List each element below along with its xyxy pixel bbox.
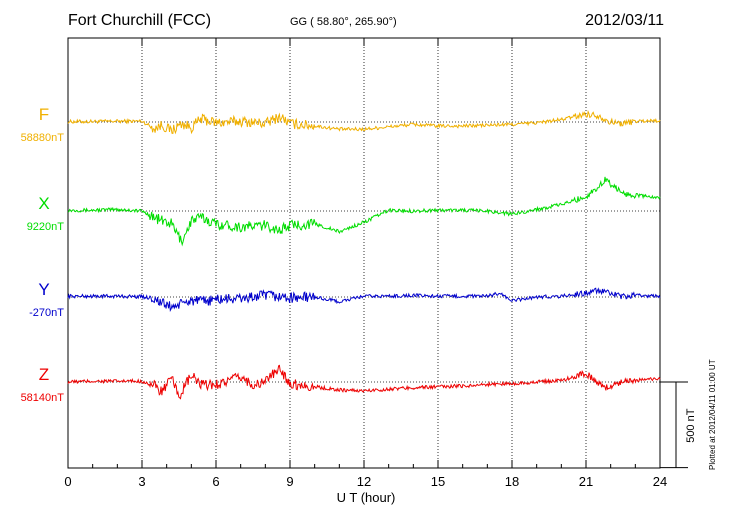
grid-lines	[141, 38, 587, 468]
component-baseline-X: 9220nT	[27, 221, 65, 233]
series-line-X	[67, 176, 661, 247]
station-coordinates: GG ( 58.80°, 265.90°)	[290, 16, 397, 28]
series-line-Z	[67, 364, 661, 400]
component-baseline-Z: 58140nT	[21, 392, 65, 404]
x-tick-label-15: 15	[431, 474, 445, 489]
component-baseline-F: 58880nT	[21, 132, 65, 144]
x-tick-label-18: 18	[505, 474, 519, 489]
series-line-Y	[67, 287, 661, 312]
x-tick-label-24: 24	[653, 474, 667, 489]
component-name-Z: Z	[39, 365, 49, 384]
x-tick-label-9: 9	[286, 474, 293, 489]
series-line-F	[67, 109, 661, 135]
x-tick-label-12: 12	[357, 474, 371, 489]
component-name-X: X	[38, 194, 49, 213]
x-tick-label-3: 3	[138, 474, 145, 489]
component-labels: F 58880nT X 9220nT Y -270nT Z 58140nT	[21, 105, 65, 404]
plot-date: 2012/03/11	[585, 12, 664, 29]
component-name-Y: Y	[38, 280, 49, 299]
x-axis-label: U T (hour)	[337, 490, 396, 505]
x-tick-label-0: 0	[64, 474, 71, 489]
station-title: Fort Churchill (FCC)	[68, 12, 212, 29]
x-tick-label-21: 21	[579, 474, 593, 489]
component-name-F: F	[39, 105, 49, 124]
x-tick-label-6: 6	[212, 474, 219, 489]
scale-bar-label: 500 nT	[685, 408, 697, 443]
plot-frame	[67, 37, 661, 469]
series-lines	[67, 109, 661, 400]
x-axis-ticks: 0 3 6 9 12 15 18 21 24	[64, 38, 667, 489]
component-baseline-Y: -270nT	[29, 307, 64, 319]
scale-bar: 500 nT	[660, 381, 697, 469]
